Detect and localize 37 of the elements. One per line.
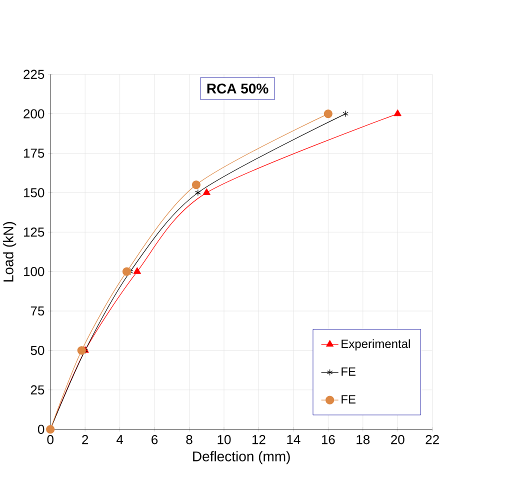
y-tick-label: 75 <box>30 306 44 316</box>
point <box>394 110 402 116</box>
text: RCA 50% <box>207 84 268 94</box>
point <box>133 267 141 274</box>
legend-label: FE <box>342 367 356 376</box>
y-tick-label: 150 <box>24 188 44 198</box>
point <box>195 189 201 196</box>
point <box>192 180 201 190</box>
x-tick-label: 12 <box>252 435 266 444</box>
y-tick-label: 25 <box>30 385 44 395</box>
legend-label: FE <box>342 395 356 404</box>
point <box>77 346 86 355</box>
y-tick-label: 50 <box>30 346 44 356</box>
x-tick-label: 20 <box>391 435 404 444</box>
x-tick-label: 18 <box>356 435 370 444</box>
x-tick-label: 6 <box>152 435 158 444</box>
x-axis-title: Deflection (mm) <box>193 451 290 464</box>
x-tick-label: 16 <box>322 435 335 444</box>
x-tick-label: 14 <box>287 435 300 444</box>
legend-label: Experimental <box>342 339 410 350</box>
x-tick-label: 22 <box>426 435 439 444</box>
y-tick-label: 225 <box>24 70 44 79</box>
point <box>122 267 132 276</box>
x-tick-label: 4 <box>116 435 124 444</box>
point <box>342 110 348 118</box>
x-tick-label: 2 <box>82 435 88 444</box>
y-tick-label: 175 <box>24 148 44 158</box>
y-tick-label: 0 <box>38 424 44 434</box>
y-tick-label: 100 <box>24 266 44 276</box>
x-tick-label: 0 <box>47 435 54 444</box>
point <box>202 188 210 195</box>
x-tick-label: 8 <box>186 435 192 444</box>
point <box>324 110 332 118</box>
x-tick-label: 10 <box>218 435 231 444</box>
y-tick-label: 200 <box>24 109 44 118</box>
y-tick-label: 125 <box>24 228 44 237</box>
y-axis-title: Load (kN) <box>3 222 16 282</box>
